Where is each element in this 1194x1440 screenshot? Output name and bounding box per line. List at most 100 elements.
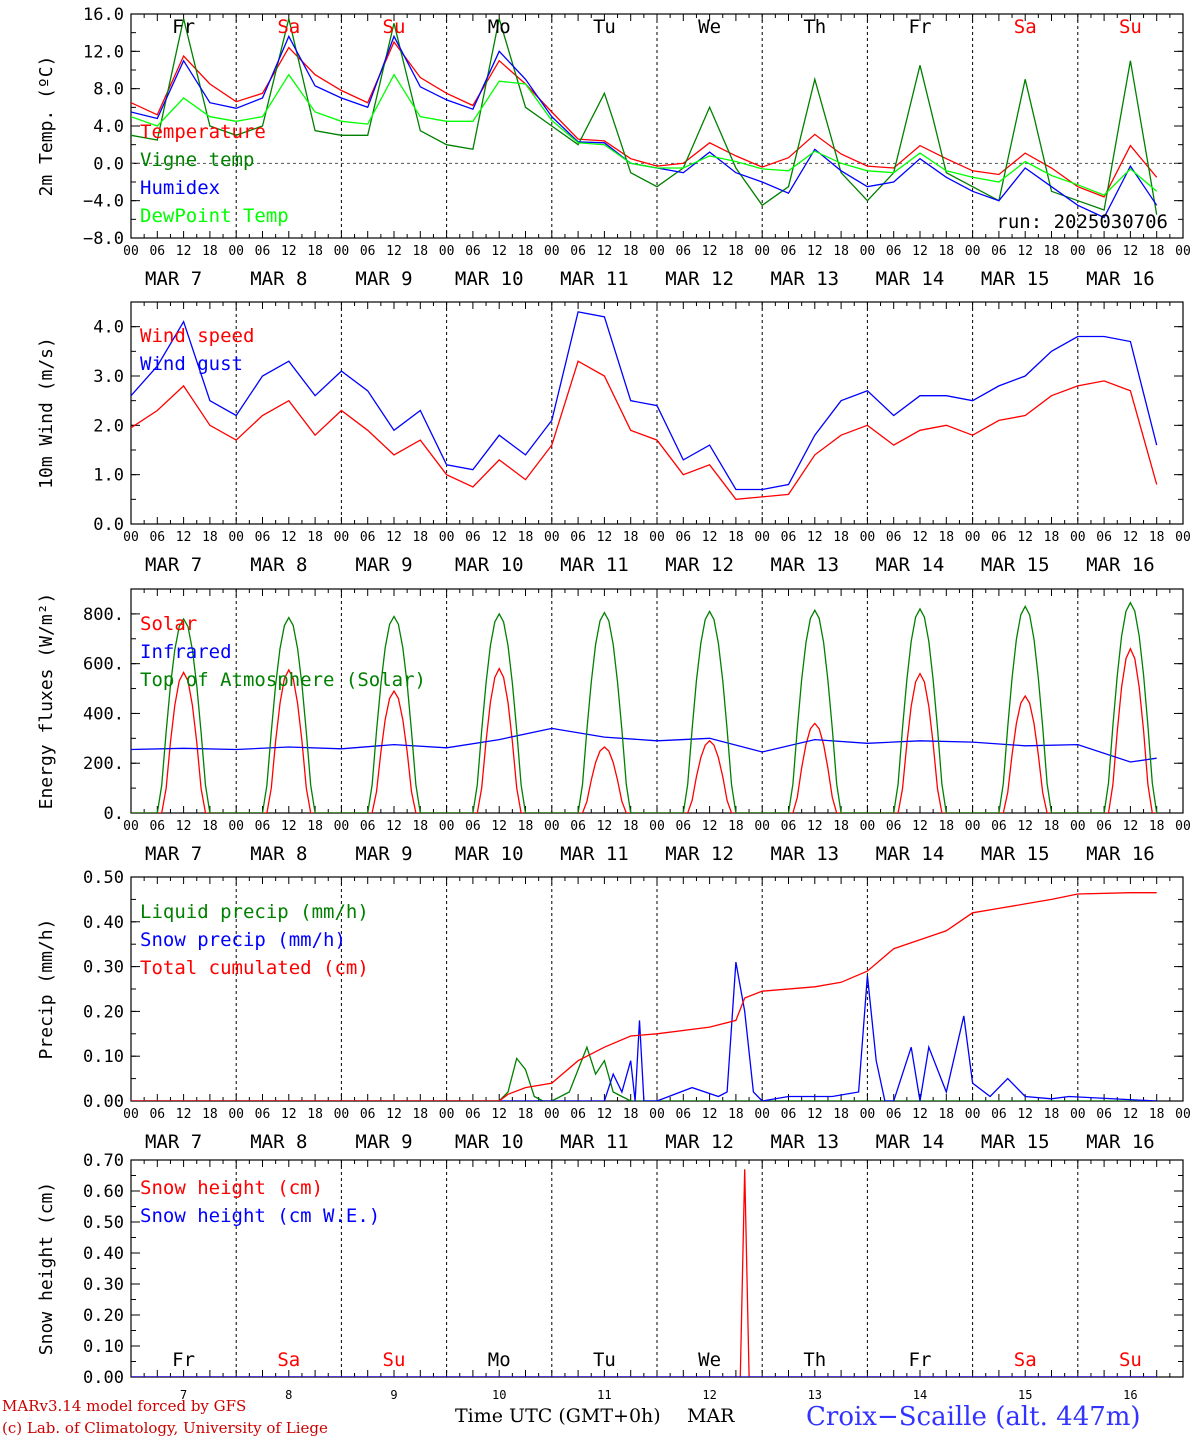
- x-hour-label: 18: [938, 244, 954, 259]
- x-hour-label: 18: [623, 530, 639, 545]
- legend-entry: Snow precip (mm/h): [140, 929, 346, 951]
- x-hour-label: 12: [1123, 819, 1139, 834]
- y-tick-label: 16.0: [83, 5, 124, 25]
- y-tick-label: 400.: [83, 704, 124, 724]
- x-hour-label: 12: [281, 244, 297, 259]
- x-hour-label: 18: [518, 1107, 534, 1122]
- x-hour-label: 00: [439, 1107, 455, 1122]
- x-hour-label: 18: [1044, 530, 1060, 545]
- x-hour-label: 18: [938, 819, 954, 834]
- day-name-label: Th: [803, 16, 826, 38]
- day-name-label: Sa: [277, 1349, 300, 1371]
- x-hour-label: 18: [307, 530, 323, 545]
- day-name-label: Fr: [909, 1349, 932, 1371]
- series-line: [131, 40, 1158, 198]
- x-hour-label: 18: [1044, 819, 1060, 834]
- x-hour-label: 18: [938, 1107, 954, 1122]
- x-hour-label: 06: [991, 1107, 1007, 1122]
- panel-1: 16.0 12.0 8.0 4.0 0.0 −4.0 −8.0 2m Temp. (ºC) Te…: [36, 5, 1191, 290]
- x-hour-label: 06: [781, 244, 797, 259]
- x-hour-label: 18: [938, 530, 954, 545]
- y-axis-label: 10m Wind (m/s): [36, 337, 57, 489]
- x-hour-label: 18: [307, 1107, 323, 1122]
- x-date-label: MAR 13: [770, 554, 839, 576]
- x-hour-label: 00: [754, 1107, 770, 1122]
- x-hour-label: 06: [675, 244, 691, 259]
- legend-entry: Wind gust: [140, 353, 243, 375]
- y-tick-label: 4.0: [93, 117, 124, 137]
- x-hour-label: 06: [255, 530, 271, 545]
- x-hour-label: 18: [623, 1107, 639, 1122]
- x-hour-label: 12: [807, 530, 823, 545]
- x-date-label: MAR 7: [145, 1131, 202, 1153]
- x-hour-label: 06: [149, 1107, 165, 1122]
- x-hour-label: 00: [334, 244, 350, 259]
- x-hour-label: 06: [991, 244, 1007, 259]
- x-date-label: MAR 15: [981, 554, 1050, 576]
- x-hour-label: 06: [1096, 530, 1112, 545]
- y-tick-label: −8.0: [83, 229, 124, 249]
- x-hour-label: 12: [386, 1107, 402, 1122]
- x-hour-label: 00: [334, 819, 350, 834]
- run-annotation: run: 2025030706: [996, 211, 1168, 233]
- x-date-label: MAR 11: [560, 268, 629, 290]
- y-tick-label: 0.40: [83, 1244, 124, 1264]
- y-tick-label: 0.60: [83, 1182, 124, 1202]
- legend-entry: Vigne temp: [140, 149, 254, 171]
- x-hour-label: 18: [202, 819, 218, 834]
- x-date-label: MAR 16: [1086, 1131, 1155, 1153]
- x-hour-label: 06: [149, 819, 165, 834]
- x-hour-label: 18: [518, 530, 534, 545]
- x-date-label: MAR 8: [250, 1131, 307, 1153]
- x-date-label: MAR 8: [250, 554, 307, 576]
- x-hour-label: 06: [886, 1107, 902, 1122]
- x-hour-label: 00: [1070, 530, 1086, 545]
- series-line: [131, 1169, 1157, 1377]
- x-hour-label: 12: [807, 244, 823, 259]
- x-hour-label: 00: [649, 530, 665, 545]
- x-hour-label: 12: [702, 244, 718, 259]
- x-date-number: 11: [597, 1388, 611, 1402]
- x-hour-label: 00: [649, 1107, 665, 1122]
- series-line: [131, 601, 1158, 813]
- day-name-label: Sa: [1014, 16, 1037, 38]
- x-date-label: MAR 16: [1086, 268, 1155, 290]
- panel-5: 0.70 0.60 0.50 0.40 0.30 0.20 0.10 0.00 Snow hei…: [36, 1151, 1184, 1402]
- x-hour-label: 18: [518, 244, 534, 259]
- x-date-label: MAR 10: [455, 843, 524, 865]
- x-hour-label: 06: [675, 530, 691, 545]
- x-hour-label: 12: [702, 819, 718, 834]
- x-hour-label: 00: [228, 1107, 244, 1122]
- x-hour-label: 12: [281, 530, 297, 545]
- day-name-label: Fr: [172, 16, 195, 38]
- day-name-label: Su: [1119, 16, 1142, 38]
- series-line: [131, 1045, 1157, 1101]
- x-date-label: MAR 7: [145, 843, 202, 865]
- y-tick-label: 0.0: [93, 154, 124, 174]
- y-tick-label: 12.0: [83, 42, 124, 62]
- x-hour-label: 18: [1149, 819, 1165, 834]
- x-hour-label: 18: [728, 819, 744, 834]
- time-axis-label: Time UTC (GMT+0h): [455, 1405, 661, 1427]
- y-tick-label: 8.0: [93, 80, 124, 100]
- y-tick-label: 0.00: [83, 1368, 124, 1388]
- x-date-label: MAR 10: [455, 1131, 524, 1153]
- legend-entry: Total cumulated (cm): [140, 957, 369, 979]
- x-date-label: MAR 16: [1086, 843, 1155, 865]
- series-line: [131, 727, 1157, 763]
- x-hour-label: 12: [807, 1107, 823, 1122]
- x-hour-label: 12: [597, 1107, 613, 1122]
- x-hour-label: 00: [1175, 819, 1191, 834]
- x-date-label: MAR 8: [250, 268, 307, 290]
- x-date-label: MAR 9: [355, 554, 412, 576]
- x-hour-label: 06: [570, 1107, 586, 1122]
- x-hour-label: 06: [465, 530, 481, 545]
- x-hour-label: 12: [597, 530, 613, 545]
- day-name-label: Su: [383, 1349, 406, 1371]
- x-date-label: MAR 16: [1086, 554, 1155, 576]
- model-credit: MARv3.14 model forced by GFS: [2, 1397, 247, 1415]
- x-date-number: 8: [285, 1388, 292, 1402]
- x-date-label: MAR 15: [981, 268, 1050, 290]
- x-hour-label: 00: [439, 530, 455, 545]
- day-name-label: Th: [803, 1349, 826, 1371]
